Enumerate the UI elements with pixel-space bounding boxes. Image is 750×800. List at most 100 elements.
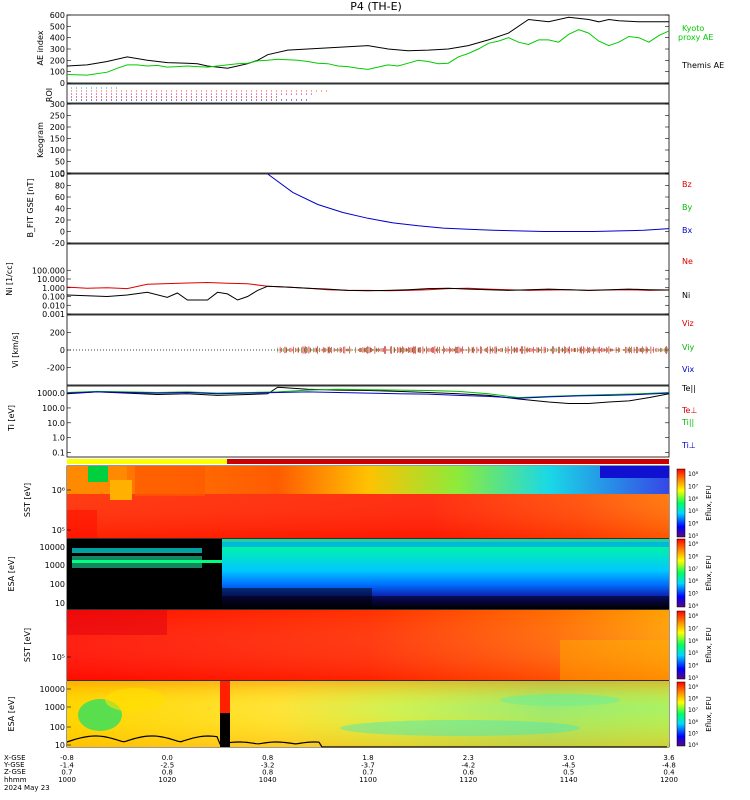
cbar3-label: Eflux, EFU bbox=[705, 627, 713, 662]
legend-viz: Viz bbox=[682, 319, 694, 328]
y-tick-label: 250 bbox=[50, 112, 65, 121]
orbit-value: 1000 bbox=[58, 776, 76, 784]
orbit-value: 0.8 bbox=[262, 769, 273, 777]
orbit-value: 1020 bbox=[158, 776, 176, 784]
y-tick-label: 200 bbox=[50, 329, 65, 338]
ae-index-panel: AE index 0 100 200 300 400 500 600 bbox=[36, 11, 670, 88]
y-tick-label: 10 bbox=[55, 599, 65, 608]
colorbar-tick-label: 10⁵ bbox=[688, 650, 699, 657]
y-tick-label: 100 bbox=[50, 170, 65, 179]
colorbar-tick-label: 10⁹ bbox=[688, 684, 699, 691]
colorbar-tick-label: 10⁶ bbox=[688, 578, 699, 585]
orbit-value: 1.8 bbox=[362, 754, 373, 762]
density-ylabel: Ni [1/cc] bbox=[5, 262, 14, 296]
legend-ti-perp: Ti⊥ bbox=[681, 441, 696, 450]
y-tick-label: 20 bbox=[55, 216, 65, 225]
keogram-panel: Keogram 0 50 100 150 200 250 300 bbox=[36, 100, 669, 178]
y-tick-label: 0 bbox=[60, 228, 65, 237]
y-tick-label: 100.000 bbox=[32, 266, 65, 275]
orbit-label-hhmm: hhmm bbox=[4, 776, 27, 784]
mode-bar-fast bbox=[227, 459, 669, 464]
y-tick-label: 0.100 bbox=[42, 293, 65, 302]
mode-bar-slow bbox=[67, 459, 227, 464]
velocity-ylabel: Vi [km/s] bbox=[11, 332, 20, 368]
orbit-value: 1200 bbox=[660, 776, 678, 784]
orbit-value: 0.8 bbox=[162, 769, 173, 777]
y-tick-label: -200 bbox=[47, 364, 65, 373]
mode-bar bbox=[67, 459, 669, 464]
orbit-value: -4.8 bbox=[662, 761, 676, 769]
orbit-value: 0.8 bbox=[262, 754, 273, 762]
cbar2-label: Eflux, EFU bbox=[705, 555, 713, 590]
series-viy-band bbox=[277, 347, 668, 353]
panel-frame bbox=[66, 14, 670, 84]
orbit-value: 0.4 bbox=[663, 769, 675, 777]
y-tick-label: 10000 bbox=[40, 543, 65, 552]
y-tick-label: 10⁶ bbox=[52, 486, 65, 495]
series-ni bbox=[66, 285, 670, 301]
sst-eflux-spectrogram: SST [eV] bbox=[23, 466, 669, 538]
colorbar-tick-label: 10⁴ bbox=[688, 603, 699, 610]
colorbar-tick-label: 10³ bbox=[688, 533, 699, 540]
roi-ylabel: ROI bbox=[45, 88, 54, 102]
esa2-ylabel: ESA [eV] bbox=[7, 697, 16, 732]
series-bx bbox=[267, 173, 670, 232]
y-tick-label: 50 bbox=[55, 158, 65, 167]
panel-frame bbox=[66, 103, 670, 174]
colorbar-tick-label: 10⁷ bbox=[688, 707, 699, 714]
colorbar-tick-label: 10⁴ bbox=[688, 742, 699, 749]
orbit-value: -3.2 bbox=[261, 761, 275, 769]
orbit-value: 2.3 bbox=[463, 754, 474, 762]
colorbar-tick-label: 10⁴ bbox=[688, 521, 699, 528]
colorbar-tick-label: 10⁹ bbox=[688, 541, 699, 548]
legend-ni: Ni bbox=[682, 291, 690, 300]
temperature-ylabel: Ti [eV] bbox=[7, 405, 16, 432]
orbit-value: 0.7 bbox=[61, 769, 72, 777]
y-tick-label: 10.0 bbox=[47, 419, 65, 428]
y-tick-label: 0 bbox=[60, 169, 65, 178]
colorbar-tick-label: 10⁸ bbox=[688, 696, 699, 703]
orbit-value: 1040 bbox=[259, 776, 277, 784]
orbit-label-x: X-GSE bbox=[4, 754, 26, 762]
legend-ne: Ne bbox=[682, 257, 693, 266]
y-tick-label: 0.010 bbox=[42, 301, 65, 310]
y-tick-label: 100 bbox=[50, 580, 65, 589]
orbit-value: -1.4 bbox=[60, 761, 74, 769]
esa-eflux-spectrogram: ESA [eV] bbox=[7, 539, 669, 609]
temperature-panel: Ti [eV] 0.1 1.0 10.0 100.0 1000.0 bbox=[7, 386, 670, 458]
temperature-legend: Te|| Te⊥ Ti|| Ti⊥ bbox=[681, 384, 697, 450]
density-panel: Ni [1/cc] 0.0010.0100.1001.00010.000100.… bbox=[5, 262, 670, 319]
legend-by: By bbox=[682, 203, 692, 212]
panel-frame bbox=[66, 385, 670, 458]
density-legend: Ne Ni bbox=[682, 257, 693, 300]
orbit-footer: X-GSE Y-GSE Z-GSE hhmm 2024 May 23 bbox=[3, 754, 50, 792]
y-tick-label: 300 bbox=[50, 100, 65, 109]
orbit-value: 0.5 bbox=[563, 769, 574, 777]
y-tick-label: -20 bbox=[52, 239, 65, 248]
orbit-value: 0.0 bbox=[162, 754, 173, 762]
velocity-panel: Vi [km/s] -200 0 200 bbox=[11, 329, 670, 373]
bfield-panel: B_FIT GSE [nT] -20 0 20 40 60 80 100 bbox=[26, 170, 670, 248]
orbit-value: -2.5 bbox=[160, 761, 174, 769]
y-tick-label: 100 bbox=[50, 723, 65, 732]
orbit-columns: -0.8-1.40.710000.0-2.50.810200.8-3.20.81… bbox=[58, 754, 678, 784]
orbit-value: 3.0 bbox=[563, 754, 574, 762]
series-te- bbox=[66, 386, 670, 404]
colorbar-tick-label: 10⁷ bbox=[688, 483, 699, 490]
y-tick-label: 1.0 bbox=[52, 434, 65, 443]
y-tick-label: 40 bbox=[55, 205, 65, 214]
colorbar-tick-label: 10⁵ bbox=[688, 730, 699, 737]
legend-bz: Bz bbox=[682, 180, 692, 189]
sst-spectrogram-2: SST [eV] bbox=[23, 610, 669, 680]
orbit-value: 0.7 bbox=[362, 769, 373, 777]
colorbar-tick-label: 10⁶ bbox=[688, 638, 699, 645]
y-tick-label: 400 bbox=[50, 34, 65, 43]
legend-kyoto: Kyoto bbox=[682, 24, 704, 33]
y-tick-label: 0.1 bbox=[52, 449, 65, 458]
bfield-ylabel: B_FIT GSE [nT] bbox=[26, 179, 35, 238]
orbit-value: -0.8 bbox=[60, 754, 74, 762]
orbit-label-z: Z-GSE bbox=[4, 768, 26, 776]
esa-spacecraft-potential-curve bbox=[66, 735, 667, 748]
colorbar-tick-label: 10⁸ bbox=[688, 471, 699, 478]
